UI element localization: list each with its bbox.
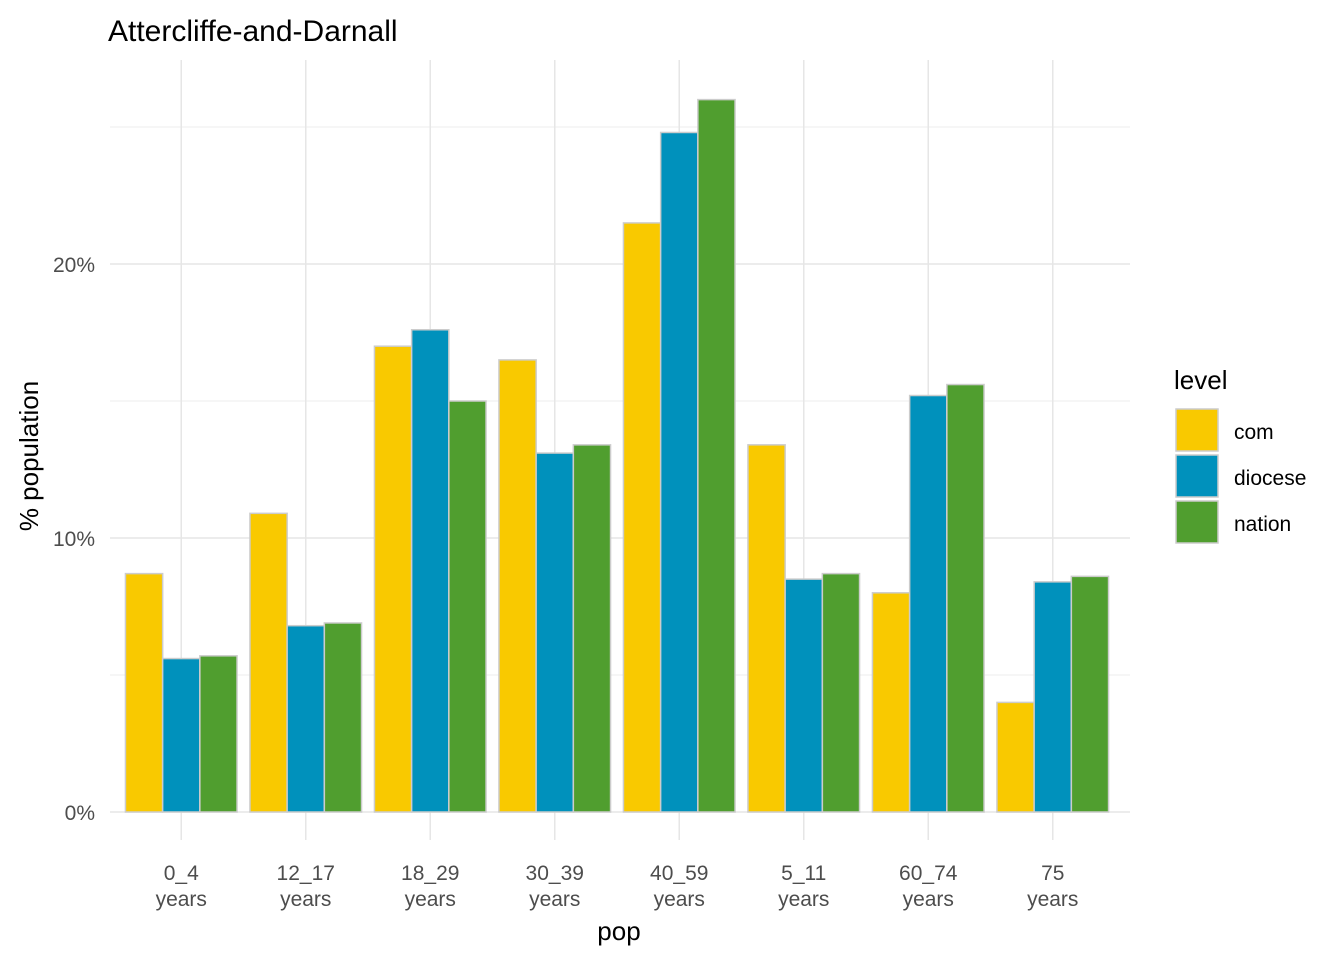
x-tick-label: 60_74 years: [899, 862, 958, 911]
bar-diocese: [1033, 581, 1073, 813]
bar-diocese: [659, 131, 699, 813]
bar-nation: [821, 572, 861, 813]
y-axis-ticks: 0% 10% 20%: [53, 254, 95, 825]
legend-label-com: com: [1234, 421, 1274, 444]
legend-key-com: [1175, 408, 1219, 452]
bar-diocese: [535, 452, 575, 813]
bar-nation: [199, 655, 238, 813]
bar-nation: [1070, 575, 1110, 813]
legend-label-diocese: diocese: [1234, 467, 1306, 490]
bar-com: [373, 345, 413, 813]
x-tick-label: 12_17 years: [277, 862, 335, 911]
bar-com: [996, 701, 1035, 813]
bar-nation: [572, 444, 612, 813]
y-tick-label: 10%: [53, 528, 95, 551]
x-tick-label: 5_11 years: [778, 862, 829, 911]
x-tick-label: 0_4 years: [156, 862, 207, 911]
bar-nation: [323, 622, 363, 813]
x-axis-label: pop: [597, 916, 640, 946]
legend-key-nation: [1175, 500, 1219, 544]
bar-nation: [946, 383, 985, 813]
x-tick-label: 18_29 years: [401, 862, 459, 911]
x-axis-ticks: 0_4 years 12_17 years 18_29 years 30_39 years 40…: [156, 862, 1079, 911]
bar-com: [747, 444, 786, 813]
chart-title: Attercliffe-and-Darnall: [108, 15, 398, 48]
bar-com: [622, 222, 662, 813]
bar-com: [124, 572, 164, 813]
legend: level com diocese nation: [1174, 365, 1306, 544]
y-tick-label: 0%: [65, 802, 95, 825]
bar-diocese: [286, 624, 326, 813]
x-tick-label: 30_39 years: [526, 862, 584, 911]
bar-diocese: [784, 578, 824, 813]
y-axis-label: % population: [14, 381, 44, 531]
legend-label-nation: nation: [1234, 513, 1291, 536]
y-tick-label: 20%: [53, 254, 95, 277]
x-tick-label: 40_59 years: [650, 862, 708, 911]
legend-title: level: [1174, 365, 1227, 395]
bar-com: [498, 359, 537, 813]
bar-diocese: [908, 394, 948, 813]
bar-nation: [697, 98, 736, 813]
bar-com: [249, 512, 288, 813]
bar-nation: [448, 400, 487, 813]
x-tick-label: 75 years: [1027, 862, 1078, 911]
bar-diocese: [410, 329, 450, 813]
bar-diocese: [161, 657, 201, 813]
bar-com: [871, 592, 911, 813]
legend-key-diocese: [1175, 454, 1219, 498]
bars: [124, 98, 1110, 813]
